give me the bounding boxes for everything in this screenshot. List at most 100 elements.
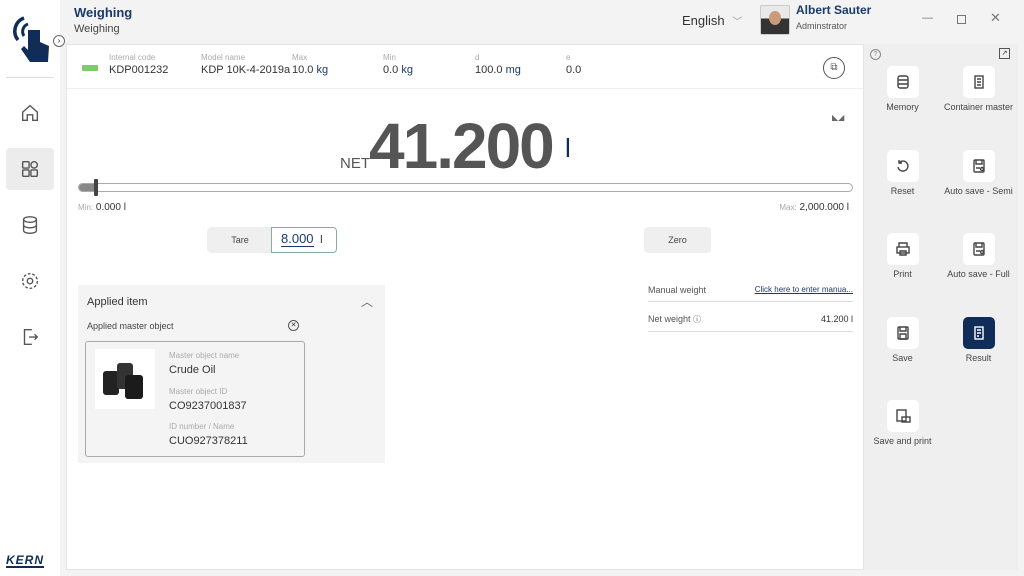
e-label: e — [566, 53, 571, 62]
action-label: Container master — [943, 102, 1014, 112]
minimize-button[interactable]: — — [922, 12, 933, 24]
avatar[interactable] — [760, 5, 790, 35]
applied-item-panel: Applied item ︿ Applied master object ✕ M… — [78, 285, 385, 463]
user-name: Albert Sauter — [796, 3, 872, 17]
sidebar-item-dashboard[interactable] — [6, 148, 54, 190]
page-title: Weighing — [74, 5, 133, 20]
weight-unit: l — [565, 133, 571, 163]
logout-icon — [23, 328, 39, 346]
internal-code-label: Internal code — [109, 53, 156, 62]
save-print-icon — [886, 400, 919, 432]
auto-save-semi-button[interactable]: Auto save - Semi — [940, 149, 1017, 196]
home-icon — [21, 104, 39, 122]
internal-code: KDP001232 — [109, 64, 169, 76]
manual-weight-label: Manual weight — [648, 285, 707, 295]
capacity-bar — [78, 183, 853, 192]
info-icon[interactable]: ⓘ — [693, 315, 702, 324]
language-label: English — [682, 13, 725, 28]
capacity-thumb — [93, 179, 98, 196]
object-name-label: Master object name — [169, 351, 240, 360]
object-id: CO9237001837 — [169, 400, 247, 412]
collapse-icon[interactable]: ︿ — [361, 295, 374, 309]
range-min-value: 0.000 l — [95, 202, 126, 213]
result-icon — [962, 316, 995, 349]
auto-save-full-button[interactable]: Auto save - Full — [940, 233, 1017, 279]
user-role: Adminstrator — [796, 21, 848, 31]
fullscreen-toggle-icon[interactable]: ◣◢ — [832, 113, 845, 122]
crude-oil-image — [95, 349, 155, 409]
net-weight-label: Net weight — [648, 314, 691, 324]
actions-panel: ? ↗ Memory Container master Reset Auto save… — [864, 44, 1018, 570]
close-button[interactable]: ✕ — [990, 10, 1001, 25]
expand-panel-icon[interactable]: ↗ — [999, 48, 1010, 59]
dashboard-icon — [21, 160, 39, 178]
range-max-value: 2,000.000 l — [799, 202, 850, 213]
d-label: d — [475, 53, 480, 62]
memory-icon — [886, 66, 919, 98]
sidebar-item-home[interactable] — [6, 92, 54, 134]
model-name: KDP 10K-4-2019a — [201, 64, 291, 76]
print-icon — [886, 233, 919, 265]
range-min-label: Min: — [78, 203, 94, 212]
max-label: Max — [292, 53, 308, 62]
save-and-print-button[interactable]: Save and print — [864, 400, 941, 446]
auto-save-icon — [962, 233, 995, 265]
sidebar-item-logout[interactable] — [6, 316, 54, 358]
tare-value: 8.000 — [281, 231, 314, 247]
tare-button[interactable]: Tare — [207, 227, 273, 253]
weighing-card: Internal code KDP001232 Model name KDP 10K… — [66, 44, 864, 570]
app-logo-icon — [10, 10, 50, 70]
help-icon[interactable]: ? — [870, 49, 881, 60]
remove-icon[interactable]: ✕ — [288, 320, 299, 331]
sidebar-item-database[interactable] — [6, 204, 54, 246]
database-icon — [22, 216, 38, 234]
connection-icon — [82, 65, 98, 71]
save-button[interactable]: Save — [864, 316, 941, 363]
container-icon — [962, 66, 995, 98]
tare-unit: l — [320, 234, 323, 246]
expand-sidebar-icon[interactable]: › — [53, 35, 65, 47]
zero-button[interactable]: Zero — [644, 227, 711, 253]
action-label: Result — [965, 352, 992, 363]
save-icon — [886, 316, 919, 349]
language-select[interactable]: English ﹀ — [682, 13, 742, 28]
sidebar-item-settings[interactable] — [6, 260, 54, 302]
e-value: 0.0 — [566, 64, 582, 76]
gear-icon — [21, 272, 39, 290]
object-name: Crude Oil — [169, 364, 216, 376]
applied-item-title: Applied item — [87, 296, 148, 308]
id-number-label: ID number / Name — [169, 422, 235, 431]
master-object-card[interactable]: Master object name Crude Oil Master objec… — [85, 341, 305, 457]
print-button[interactable]: Print — [864, 233, 941, 279]
tare-input[interactable]: 8.000 l — [271, 227, 337, 253]
kern-logo: KERN — [6, 553, 45, 568]
min-value: 0.0 — [383, 64, 399, 76]
reset-icon — [886, 149, 919, 182]
max-unit: kg — [316, 64, 329, 76]
memory-button[interactable]: Memory — [864, 66, 941, 112]
weight-value: 41.200 — [369, 110, 555, 182]
action-label: Reset — [890, 185, 915, 196]
action-label: Auto save - Full — [947, 269, 1010, 279]
manual-weight-link[interactable]: Click here to enter manua... — [754, 285, 853, 294]
action-label: Save and print — [873, 436, 932, 446]
auto-save-icon — [962, 149, 995, 182]
id-number: CUO927378211 — [169, 435, 248, 447]
reset-button[interactable]: Reset — [864, 149, 941, 196]
min-unit: kg — [401, 64, 413, 76]
range-max-label: Max: — [779, 203, 797, 212]
sidebar: › KERN — [0, 0, 65, 576]
maximize-button[interactable] — [957, 15, 966, 24]
page-subtitle: Weighing — [74, 23, 120, 35]
object-id-label: Master object ID — [169, 387, 228, 396]
min-label: Min — [383, 53, 396, 62]
container-master-button[interactable]: Container master — [940, 66, 1017, 112]
action-label: Print — [893, 269, 912, 279]
applied-item-subtitle: Applied master object — [87, 321, 174, 331]
switch-scale-button[interactable]: ⧉ — [823, 57, 845, 79]
d-value: 100.0 — [475, 64, 503, 76]
capacity-bar-fill — [79, 184, 95, 191]
net-label: NET — [340, 155, 370, 172]
max-value: 10.0 — [292, 64, 314, 76]
result-button[interactable]: Result — [940, 316, 1017, 363]
